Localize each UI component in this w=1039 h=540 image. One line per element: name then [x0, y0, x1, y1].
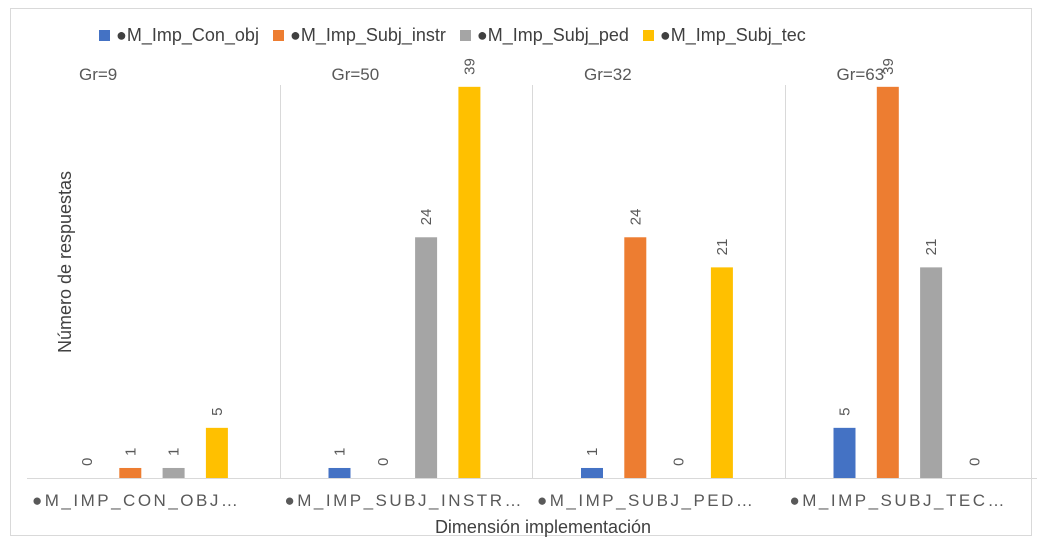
- bar: [581, 467, 603, 478]
- group-label: Gr=32: [584, 65, 632, 84]
- legend: ●M_Imp_Con_obj ●M_Imp_Subj_instr ●M_Imp_Su…: [99, 23, 820, 47]
- legend-label: ●M_Imp_Subj_instr: [289, 24, 446, 45]
- data-label: 1: [584, 448, 601, 456]
- y-axis-title: Número de respuestas: [55, 171, 75, 353]
- legend-swatch: [99, 29, 110, 41]
- legend-item: ●M_Imp_Subj_ped: [459, 24, 629, 46]
- group-label: Gr=50: [332, 65, 380, 84]
- group-label: Gr=9: [79, 65, 117, 84]
- legend-swatch: [642, 29, 654, 41]
- data-label: 21: [714, 239, 731, 256]
- legend-item: ●M_Imp_Con_obj: [99, 25, 259, 46]
- legend-label: ●M_Imp_Subj_tec: [659, 24, 806, 45]
- data-label: 1: [122, 448, 139, 456]
- data-label: 0: [79, 458, 96, 466]
- data-label: 0: [966, 458, 983, 466]
- data-label: 5: [837, 408, 854, 416]
- x-axis-title: Dimensión implementación: [435, 517, 651, 537]
- category-tick-label: ●M_IMP_CON_OBJ…: [32, 491, 240, 510]
- bar: [710, 267, 733, 478]
- bar: [205, 427, 228, 478]
- data-label: 21: [923, 239, 940, 256]
- bar: [624, 237, 647, 478]
- data-label: 0: [375, 458, 392, 466]
- legend-swatch: [272, 29, 284, 41]
- bar: [415, 237, 438, 478]
- bar: [119, 467, 142, 478]
- category-tick-label: ●M_IMP_SUBJ_PED…: [537, 491, 755, 510]
- data-label: 39: [880, 58, 897, 75]
- bar: [876, 86, 899, 478]
- category-tick-label: ●M_IMP_SUBJ_TEC…: [790, 491, 1007, 510]
- bar: [328, 467, 351, 478]
- data-label: 0: [671, 458, 688, 466]
- group-label: Gr=63: [837, 65, 885, 84]
- legend-swatch: [459, 29, 471, 41]
- data-label: 24: [627, 209, 644, 226]
- legend-label: ●M_Imp_Con_obj: [116, 24, 259, 45]
- legend-item: ●M_Imp_Subj_tec: [642, 24, 806, 46]
- chart-frame: ●M_Imp_Con_obj ●M_Imp_Subj_instr ●M_Imp_Su…: [10, 8, 1032, 536]
- data-label: 39: [461, 58, 478, 75]
- legend-item: ●M_Imp_Subj_instr: [272, 24, 446, 46]
- bar: [833, 427, 856, 478]
- bar: [920, 267, 943, 478]
- data-label: 1: [166, 448, 183, 456]
- data-label: 1: [332, 448, 349, 456]
- legend-label: ●M_Imp_Subj_ped: [476, 24, 629, 45]
- data-label: 5: [209, 408, 226, 416]
- data-label: 24: [418, 209, 435, 226]
- category-tick-label: ●M_IMP_SUBJ_INSTR…: [285, 491, 524, 510]
- bar: [458, 86, 481, 478]
- bar: [162, 467, 185, 478]
